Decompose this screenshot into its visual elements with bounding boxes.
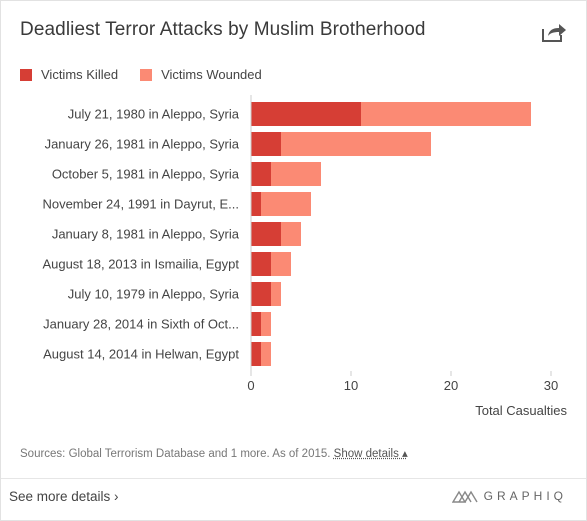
bar-wounded[interactable] bbox=[361, 102, 531, 126]
category-label: August 18, 2013 in Ismailia, Egypt bbox=[42, 257, 239, 272]
legend-label-killed: Victims Killed bbox=[41, 67, 119, 82]
bar-wounded[interactable] bbox=[271, 162, 321, 186]
bar-wounded[interactable] bbox=[261, 312, 271, 336]
sources-note: Sources: Global Terrorism Database and 1… bbox=[20, 446, 408, 460]
x-tick-label: 30 bbox=[544, 378, 558, 393]
bar-wounded[interactable] bbox=[281, 222, 301, 246]
x-tick-label: 0 bbox=[247, 378, 254, 393]
x-axis-title: Total Casualties bbox=[475, 403, 567, 418]
category-label: January 28, 2014 in Sixth of Oct... bbox=[43, 317, 239, 332]
bar-killed[interactable] bbox=[251, 222, 281, 246]
see-more-details-link[interactable]: See more details › bbox=[9, 489, 119, 504]
category-label: July 10, 1979 in Aleppo, Syria bbox=[68, 287, 240, 302]
legend-label-wounded: Victims Wounded bbox=[161, 67, 262, 82]
category-label: November 24, 1991 in Dayrut, E... bbox=[42, 197, 239, 212]
bar-wounded[interactable] bbox=[261, 342, 271, 366]
bar-killed[interactable] bbox=[251, 132, 281, 156]
bar-killed[interactable] bbox=[251, 342, 261, 366]
category-label: January 8, 1981 in Aleppo, Syria bbox=[52, 227, 240, 242]
bar-wounded[interactable] bbox=[281, 132, 431, 156]
category-label: July 21, 1980 in Aleppo, Syria bbox=[68, 107, 240, 122]
x-tick-label: 20 bbox=[444, 378, 458, 393]
share-arrow-icon[interactable] bbox=[541, 21, 567, 43]
category-label: January 26, 1981 in Aleppo, Syria bbox=[45, 137, 240, 152]
bar-chart: July 21, 1980 in Aleppo, Syria January 26… bbox=[42, 95, 558, 393]
show-details-link[interactable]: Show details ▴ bbox=[333, 448, 408, 460]
bar-killed[interactable] bbox=[251, 252, 271, 276]
bar-killed[interactable] bbox=[251, 192, 261, 216]
legend-item-wounded[interactable]: Victims Wounded bbox=[140, 67, 262, 82]
card-footer: See more details › GRAPHIQ bbox=[1, 478, 586, 521]
bar-killed[interactable] bbox=[251, 282, 271, 306]
category-label: October 5, 1981 in Aleppo, Syria bbox=[52, 167, 240, 182]
bar-killed[interactable] bbox=[251, 312, 261, 336]
bar-wounded[interactable] bbox=[271, 252, 291, 276]
bar-killed[interactable] bbox=[251, 162, 271, 186]
graphiq-logo-icon bbox=[451, 490, 478, 503]
legend-swatch-wounded bbox=[140, 68, 153, 81]
legend-item-killed[interactable]: Victims Killed bbox=[20, 67, 118, 82]
bar-wounded[interactable] bbox=[271, 282, 281, 306]
x-tick-label: 10 bbox=[344, 378, 358, 393]
brand-wordmark: GRAPHIQ bbox=[483, 489, 567, 503]
chart-legend: Victims Killed Victims Wounded bbox=[20, 67, 284, 82]
bar-killed[interactable] bbox=[251, 102, 361, 126]
category-label: August 14, 2014 in Helwan, Egypt bbox=[43, 347, 239, 362]
bar-wounded[interactable] bbox=[261, 192, 311, 216]
graphiq-brand[interactable]: GRAPHIQ bbox=[451, 489, 567, 503]
sources-text: Sources: Global Terrorism Database and 1… bbox=[20, 448, 331, 460]
legend-swatch-killed bbox=[20, 68, 32, 81]
chart-title: Deadliest Terror Attacks by Muslim Broth… bbox=[20, 19, 426, 40]
